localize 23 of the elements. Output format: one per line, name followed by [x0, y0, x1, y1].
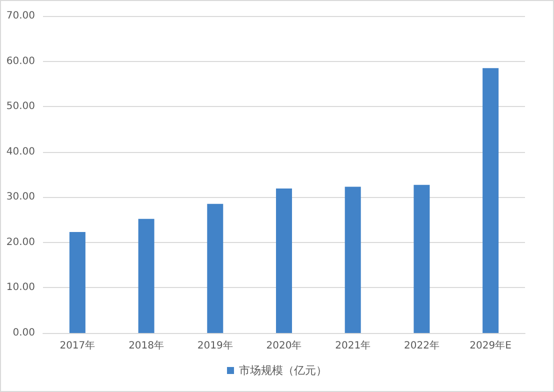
x-tick-label: 2017年 [60, 340, 96, 352]
bar [138, 218, 154, 333]
legend-label: 市场规模（亿元） [239, 364, 327, 377]
bar [344, 186, 361, 333]
y-tick-label: 50.00 [6, 101, 35, 112]
y-tick-label: 40.00 [6, 146, 35, 158]
x-tick-label: 2018年 [128, 340, 164, 352]
x-tick-label: 2021年 [335, 340, 371, 352]
x-tick-label: 2029年E [470, 340, 512, 352]
x-tick-label: 2019年 [197, 340, 233, 352]
bar [69, 232, 86, 333]
x-tick-label: 2022年 [404, 340, 440, 352]
y-tick-label: 70.00 [6, 10, 35, 22]
y-tick-label: 20.00 [6, 236, 35, 248]
y-tick-label: 60.00 [6, 56, 35, 67]
y-tick-label: 30.00 [6, 192, 35, 203]
y-tick-label: 10.00 [6, 282, 35, 294]
bar [482, 68, 499, 333]
y-tick-label: 0.00 [12, 328, 35, 338]
bar [207, 204, 224, 333]
bar [276, 188, 292, 333]
x-tick-label: 2020年 [266, 340, 302, 352]
bar [414, 184, 430, 333]
